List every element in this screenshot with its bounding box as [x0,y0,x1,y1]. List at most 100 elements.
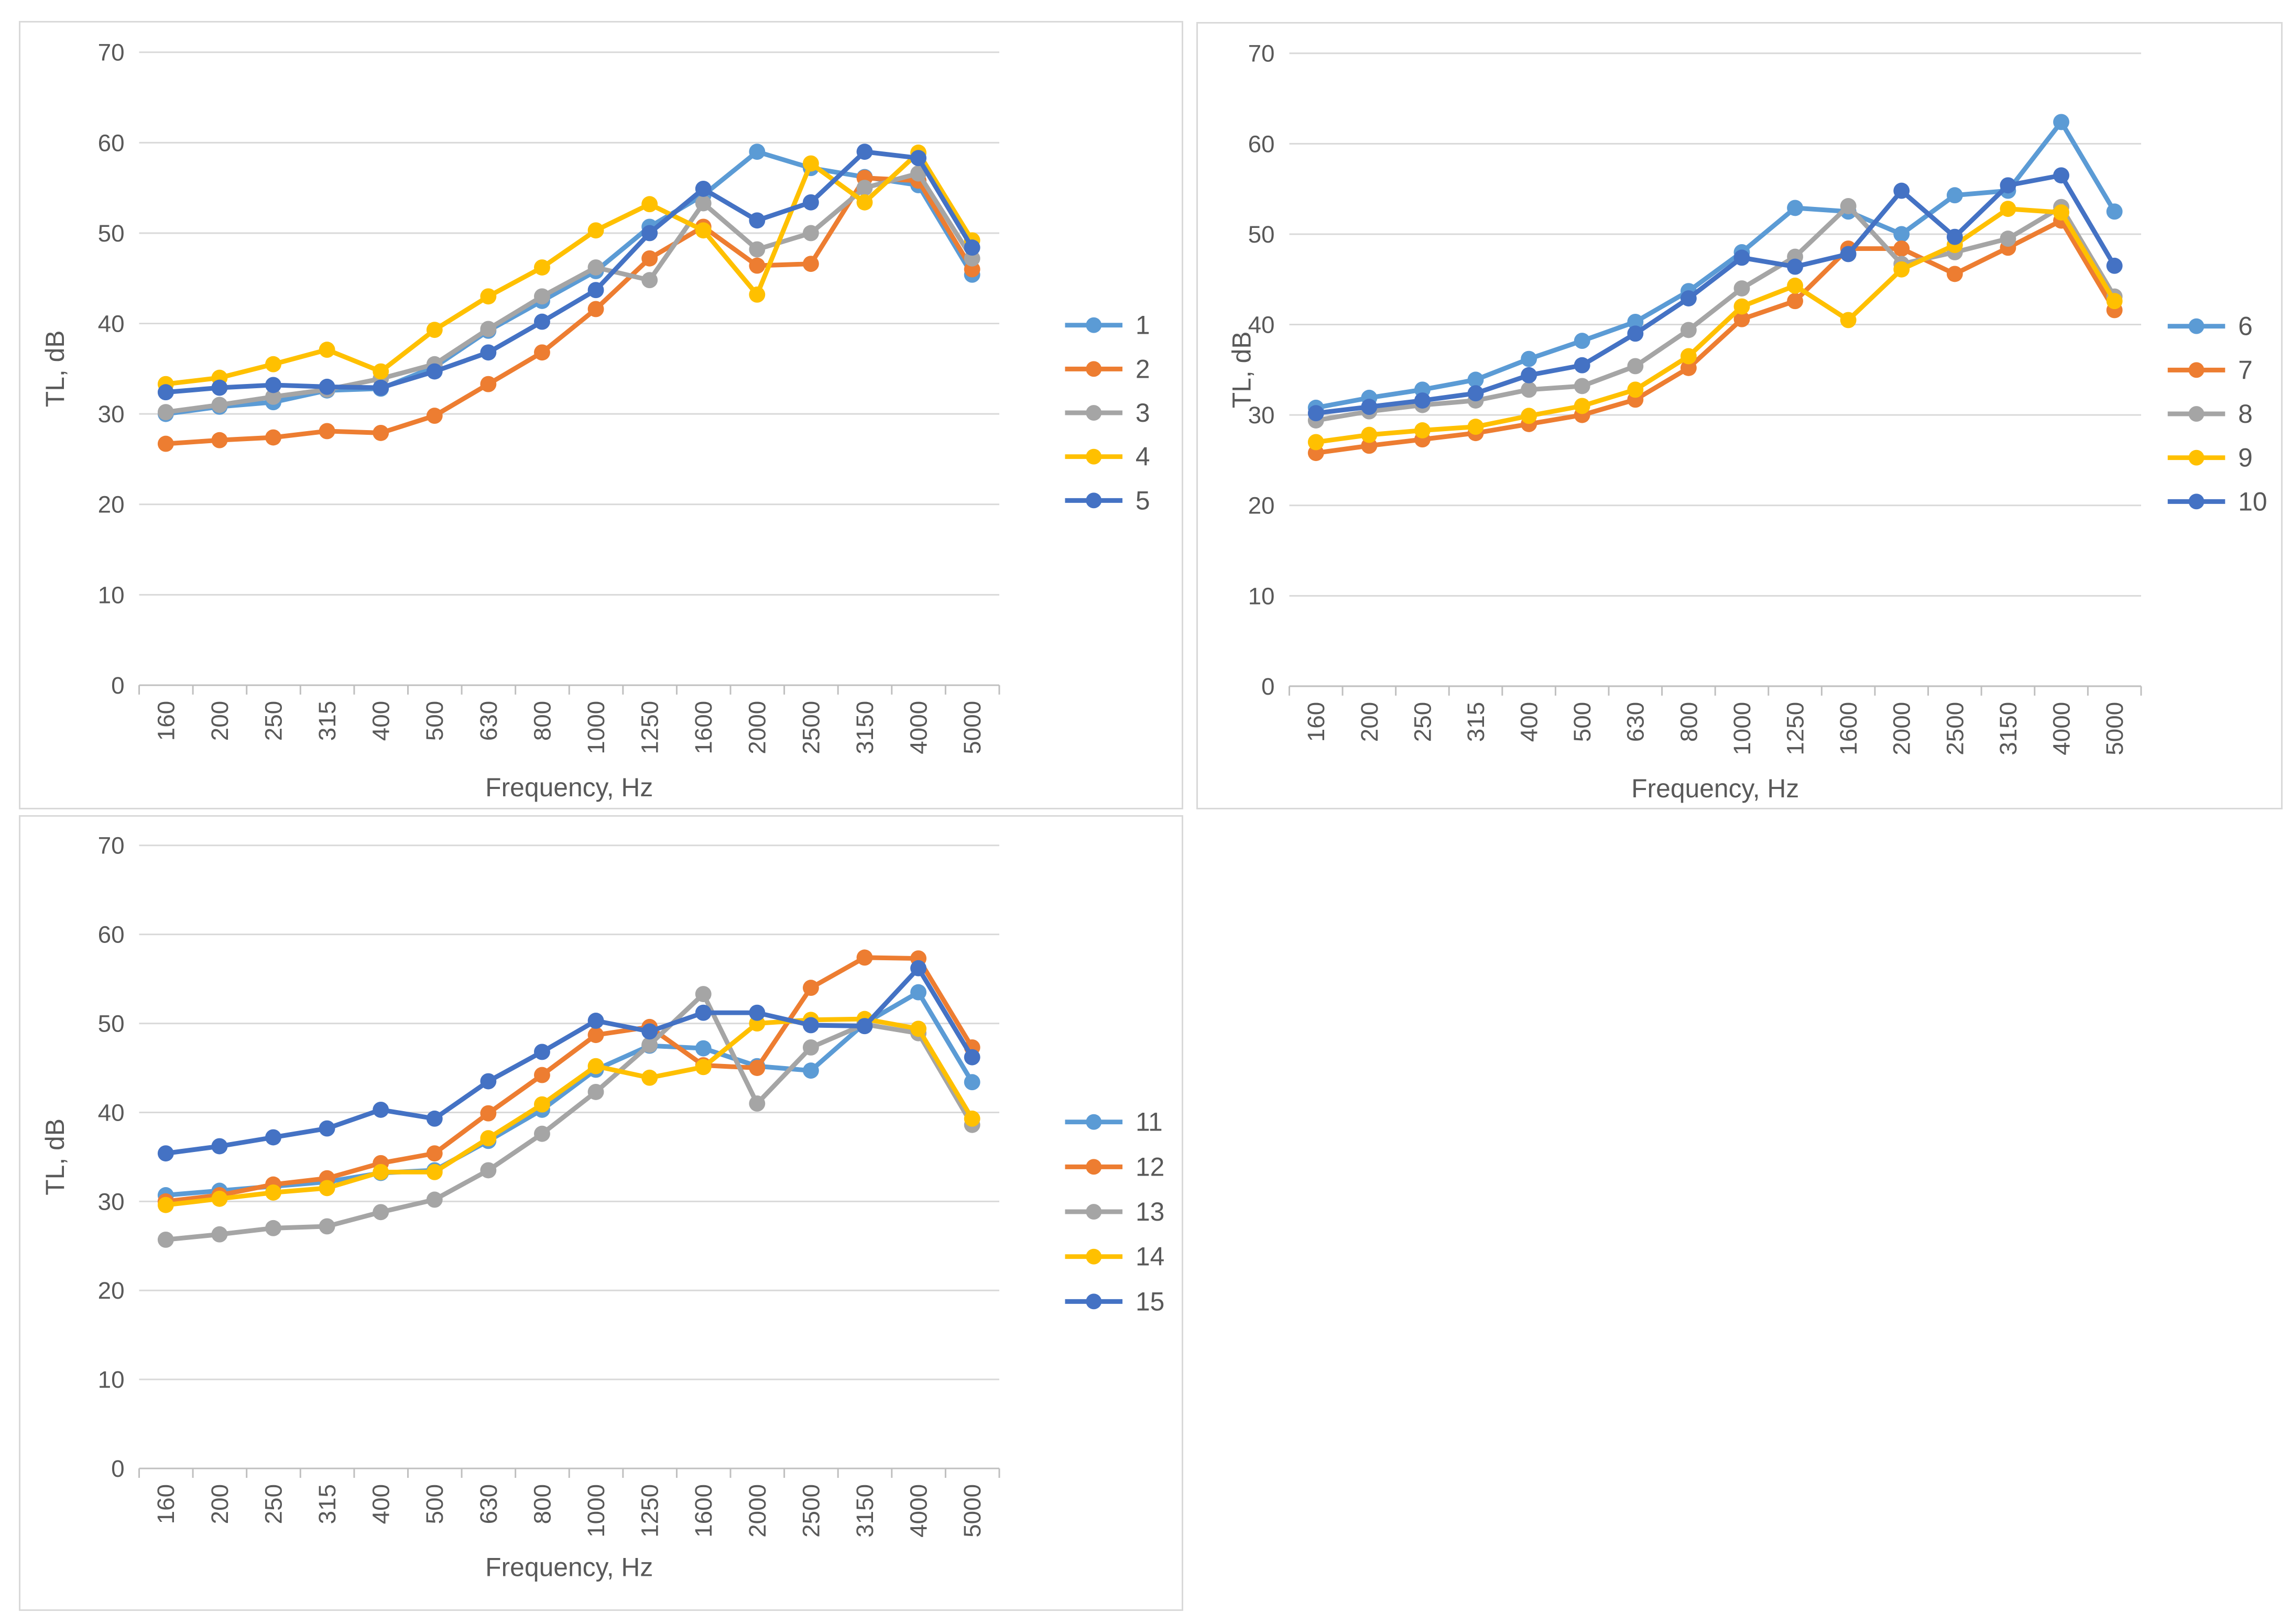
series-14-marker [211,1190,228,1207]
series-13-marker [749,1095,766,1112]
series-15-marker [587,1013,604,1029]
series-8-marker [1840,198,1857,214]
legend: 11 12 13 14 15 [1065,1107,1164,1316]
x-tick-label: 200 [1356,702,1383,742]
x-tick-label: 2500 [1941,702,1968,755]
series-9-marker [1840,312,1857,328]
series-2-marker [426,408,443,424]
x-axis-title: Frequency, Hz [1631,774,1799,803]
x-tick-label: 200 [206,1484,233,1524]
series-5-marker [534,313,550,330]
series-7-line [1313,218,2117,456]
series-5-marker [802,194,819,211]
x-tick-label: 3150 [852,701,878,754]
x-tick-label: 3150 [1995,702,2022,755]
series-9-marker [1414,422,1431,438]
series-3-marker [211,397,228,413]
series-6-marker [1574,333,1590,349]
y-tick-label: 60 [1248,130,1275,157]
series-4-marker [802,155,819,172]
series-15 [157,960,980,1162]
y-axis-title: TL, dB [40,331,70,408]
legend-label: 4 [1136,442,1150,471]
series-15-marker [802,1017,819,1034]
y-tick-label: 40 [98,310,125,337]
series-14-marker [157,1197,174,1213]
series-9-marker [2000,201,2016,217]
series-13-marker [695,986,712,1002]
series-15-marker [534,1044,550,1060]
series-15-marker [373,1101,389,1118]
series-14-marker [534,1096,550,1113]
series-13-marker [265,1220,281,1236]
series-5 [157,144,980,401]
y-tick-label: 30 [1248,402,1275,429]
legend-marker [1086,1293,1102,1310]
series-10 [1307,167,2123,422]
y-tick-label: 10 [1248,583,1275,609]
series-5-marker [265,377,281,393]
legend-marker [2188,318,2205,334]
legend-marker [1086,1204,1102,1220]
x-tick-label: 1600 [690,701,717,754]
legend-marker [1086,1159,1102,1175]
x-tick-label: 4000 [2048,702,2075,755]
x-tick-label: 800 [529,1484,555,1524]
x-tick-label: 200 [206,701,233,741]
series-4-marker [695,222,712,239]
series-15-marker [426,1110,443,1127]
series-15-marker [910,960,927,976]
series-4-marker [373,363,389,380]
gridlines [1289,52,2141,687]
legend-marker [2188,406,2205,422]
legend-label: 15 [1136,1287,1164,1316]
gridlines [139,844,999,1469]
x-tick-label: 4000 [906,1484,932,1538]
legend: 1 2 3 4 5 [1065,311,1150,515]
series-15-marker [695,1004,712,1021]
series-10-marker [1574,357,1590,374]
series-7-marker [1787,293,1804,310]
y-tick-label: 20 [98,491,125,518]
series-1-marker [749,144,766,160]
chart-panel-top-left: 0 10 20 30 40 50 60 70 160 200 250 315 400 500 630 800 1… [19,21,1183,809]
series-4-line [163,150,975,387]
series-6-marker [1893,226,1910,243]
series-12-marker [587,1027,604,1044]
series-8-marker [1627,358,1644,375]
series-13-marker [211,1226,228,1243]
series-2-marker [587,301,604,317]
y-tick-label: 10 [98,1366,125,1393]
x-tick-label: 1000 [583,1484,609,1538]
series-5-marker [964,239,980,256]
series-6 [1307,114,2123,416]
legend-label: 6 [2238,312,2253,341]
legend-label: 5 [1136,486,1150,515]
gridlines [139,51,999,686]
series-2-marker [211,432,228,448]
series-8-marker [1733,280,1750,297]
x-tick-label: 5000 [2101,702,2128,755]
x-tick-label: 2000 [744,1484,771,1538]
series-6-line [1313,119,2117,410]
series-6-marker [1521,350,1537,367]
series-13-marker [641,1036,658,1053]
x-tick-label: 250 [260,1484,287,1524]
x-tick-label: 1250 [637,701,663,754]
legend-label: 3 [1136,398,1150,427]
series-5-marker [211,379,228,396]
x-tick-label: 1250 [1782,702,1809,755]
series-4-marker [641,196,658,213]
series-3-marker [534,288,550,305]
series-8 [1307,198,2123,429]
x-tick-label: 2000 [1889,702,1915,755]
series-5-marker [373,379,389,396]
legend-marker [2188,449,2205,466]
series-15-marker [964,1049,980,1066]
x-tick-label: 2500 [798,1484,824,1538]
series-10-marker [1946,228,1963,245]
series-15-marker [211,1138,228,1155]
series-5-marker [695,180,712,197]
legend-marker [1086,492,1102,509]
series-3-marker [480,321,497,337]
